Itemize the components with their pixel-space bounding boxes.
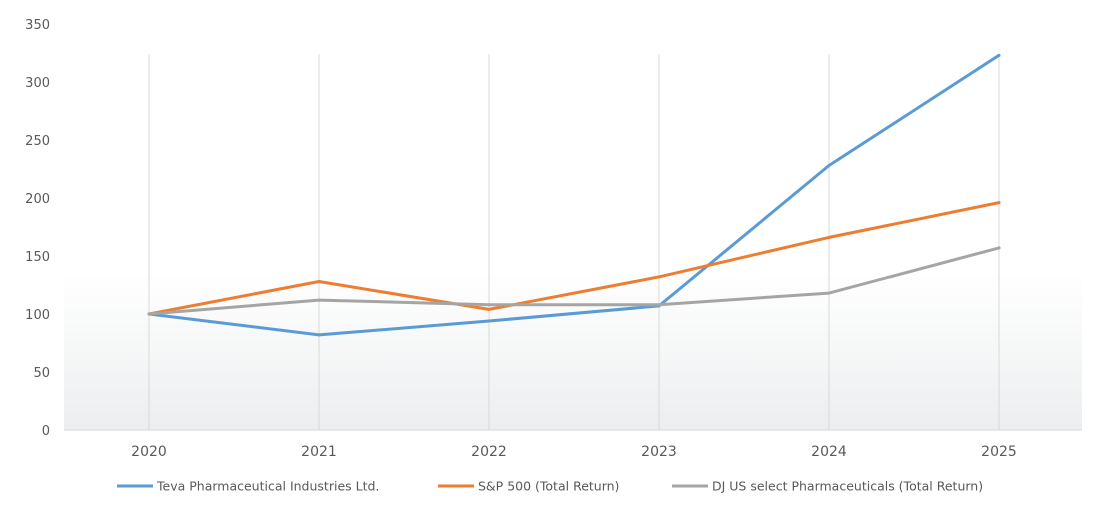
- data-point: [827, 164, 831, 168]
- y-tick-label: 150: [25, 250, 50, 265]
- y-tick-label: 0: [42, 424, 50, 439]
- series-line-1: [147, 201, 1001, 316]
- data-point: [147, 312, 151, 316]
- data-point: [827, 235, 831, 239]
- data-point: [997, 246, 1001, 250]
- grid-layer: [148, 54, 1000, 430]
- data-point: [997, 53, 1001, 57]
- axis-layer: 0 50 100 150 200 250 300 350 2020 2021 2022 2023 202…: [25, 18, 1082, 460]
- y-tick-label: 350: [25, 18, 50, 33]
- plot-area-background: [64, 188, 1082, 430]
- series-line-0: [147, 53, 1001, 337]
- y-tick-label: 200: [25, 192, 50, 207]
- y-tick-label: 50: [33, 366, 50, 381]
- legend-label: Teva Pharmaceutical Industries Ltd.: [156, 479, 379, 494]
- y-tick-label: 300: [25, 76, 50, 91]
- legend-label: S&P 500 (Total Return): [478, 479, 619, 494]
- data-point: [317, 298, 321, 302]
- x-tick-label: 2023: [641, 444, 677, 460]
- data-point: [657, 303, 661, 307]
- series-layer: [147, 53, 1001, 337]
- data-point: [487, 307, 491, 311]
- data-point: [487, 319, 491, 323]
- x-tick-label: 2025: [981, 444, 1017, 460]
- data-point: [487, 303, 491, 307]
- x-tick-label: 2021: [301, 444, 337, 460]
- y-tick-label: 250: [25, 134, 50, 149]
- legend: Teva Pharmaceutical Industries Ltd. S&P 5…: [117, 479, 983, 494]
- data-point: [827, 291, 831, 295]
- series-line-2: [147, 246, 1001, 316]
- data-point: [317, 333, 321, 337]
- x-tick-label: 2020: [131, 444, 167, 460]
- data-point: [657, 275, 661, 279]
- y-tick-label: 100: [25, 308, 50, 323]
- x-tick-label: 2022: [471, 444, 507, 460]
- data-point: [317, 280, 321, 284]
- x-tick-label: 2024: [811, 444, 847, 460]
- legend-label: DJ US select Pharmaceuticals (Total Retu…: [712, 479, 983, 494]
- data-point: [997, 201, 1001, 205]
